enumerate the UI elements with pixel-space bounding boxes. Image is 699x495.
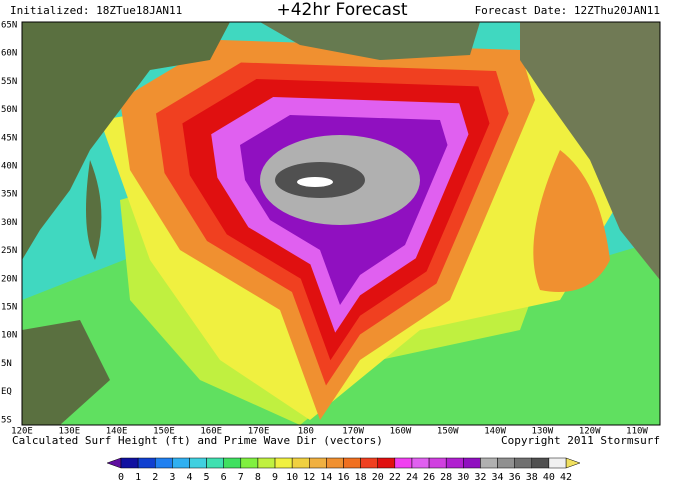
lon-label: 160E	[200, 427, 222, 437]
lon-label: 130W	[532, 427, 554, 437]
legend-label: 28	[440, 472, 452, 483]
legend-label: 40	[543, 472, 555, 483]
lat-label: 50N	[1, 105, 17, 115]
lat-label: 55N	[1, 77, 17, 87]
lon-label: 130E	[58, 427, 80, 437]
lat-label: 15N	[1, 303, 17, 313]
lon-label: 150W	[437, 427, 459, 437]
legend-swatch	[189, 457, 207, 469]
lon-label: 120W	[579, 427, 601, 437]
lat-label: 60N	[1, 49, 17, 59]
legend-label: 16	[337, 472, 349, 483]
lon-label: 140W	[484, 427, 506, 437]
legend-swatch	[445, 457, 464, 469]
lat-label: 5S	[1, 415, 12, 425]
title: +42hr Forecast	[277, 0, 408, 20]
lat-labels: 65N 60N 55N 50N 45N 40N 35N 30N 25N 20N 15N 10N 5N EQ…	[1, 21, 17, 426]
init-label: Initialized: 18ZTue18JAN11	[10, 4, 182, 17]
legend-label: 14	[320, 472, 332, 483]
legend-label: 7	[238, 472, 244, 483]
legend-swatch	[394, 457, 413, 469]
lon-label: 150E	[153, 427, 175, 437]
legend-label: 4	[186, 472, 192, 483]
legend-swatch	[274, 457, 293, 469]
legend-label: 20	[372, 472, 384, 483]
lon-label: 140E	[106, 427, 128, 437]
legend-swatch	[326, 457, 344, 469]
legend-label: 36	[509, 472, 521, 483]
lon-label: 170E	[248, 427, 270, 437]
legend-label: 9	[272, 472, 278, 483]
legend-label: 32	[474, 472, 486, 483]
legend-swatch	[137, 457, 156, 469]
lat-label: 35N	[1, 190, 17, 200]
legend-label: 2	[152, 472, 158, 483]
lat-label: 65N	[1, 21, 17, 31]
legend-label: 0	[118, 472, 124, 483]
lat-label: 45N	[1, 133, 17, 143]
legend-label: 34	[492, 472, 504, 483]
legend-swatch	[120, 457, 139, 469]
legend-swatch	[309, 457, 327, 469]
lat-label: 40N	[1, 162, 17, 172]
legend: 0 1 2 3 4 5 6 7 8 9 10 12 14 16 18 20 22 24 26 28 30 32 34 36 38…	[106, 457, 581, 483]
forecast-date: Forecast Date: 12ZThu20JAN11	[475, 4, 660, 17]
legend-label: 6	[221, 472, 227, 483]
legend-label: 22	[389, 472, 401, 483]
lat-label: 30N	[1, 218, 17, 228]
legend-swatch	[514, 457, 533, 469]
legend-swatch	[291, 457, 310, 469]
legend-label: 8	[255, 472, 261, 483]
legend-label: 18	[355, 472, 367, 483]
lat-label: 5N	[1, 359, 12, 369]
legend-swatch	[154, 457, 173, 469]
lon-label: 120E	[11, 427, 33, 437]
lon-label: 110W	[626, 427, 648, 437]
legend-swatch	[240, 457, 259, 469]
legend-label: 12	[303, 472, 315, 483]
lat-label: 20N	[1, 274, 17, 284]
lat-label: EQ	[1, 387, 12, 397]
lon-label: 180	[298, 427, 314, 437]
copyright: Copyright 2011 Stormsurf	[501, 434, 660, 447]
legend-label: 38	[526, 472, 538, 483]
lat-label: 25N	[1, 246, 17, 256]
legend-swatch	[206, 457, 224, 469]
legend-swatch	[411, 457, 430, 469]
legend-label: 3	[169, 472, 175, 483]
map	[22, 22, 660, 425]
legend-swatch	[428, 457, 447, 469]
lat-label: 10N	[1, 331, 17, 341]
lon-labels: 120E 130E 140E 150E 160E 170E 180 170W 160W 150W 1…	[11, 427, 648, 437]
legend-swatch	[223, 457, 242, 469]
legend-label: 10	[286, 472, 298, 483]
legend-label: 5	[204, 472, 210, 483]
legend-high	[565, 457, 581, 469]
legend-swatch	[257, 457, 276, 469]
legend-label: 24	[406, 472, 418, 483]
caption: Calculated Surf Height (ft) and Prime Wa…	[12, 434, 383, 447]
legend-swatch	[463, 457, 481, 469]
legend-swatch	[343, 457, 361, 469]
legend-label: 42	[560, 472, 572, 483]
legend-low	[106, 457, 122, 469]
legend-label: 26	[423, 472, 435, 483]
map-frame	[21, 21, 661, 426]
legend-swatch	[497, 457, 515, 469]
legend-swatch	[377, 457, 396, 469]
legend-label: 30	[457, 472, 469, 483]
legend-swatch	[172, 457, 190, 469]
lon-label: 170W	[342, 427, 364, 437]
legend-swatch	[531, 457, 550, 469]
legend-swatch	[360, 457, 378, 469]
legend-swatch	[480, 457, 498, 469]
lon-label: 160W	[390, 427, 412, 437]
legend-label: 1	[135, 472, 141, 483]
legend-swatch	[548, 457, 567, 469]
